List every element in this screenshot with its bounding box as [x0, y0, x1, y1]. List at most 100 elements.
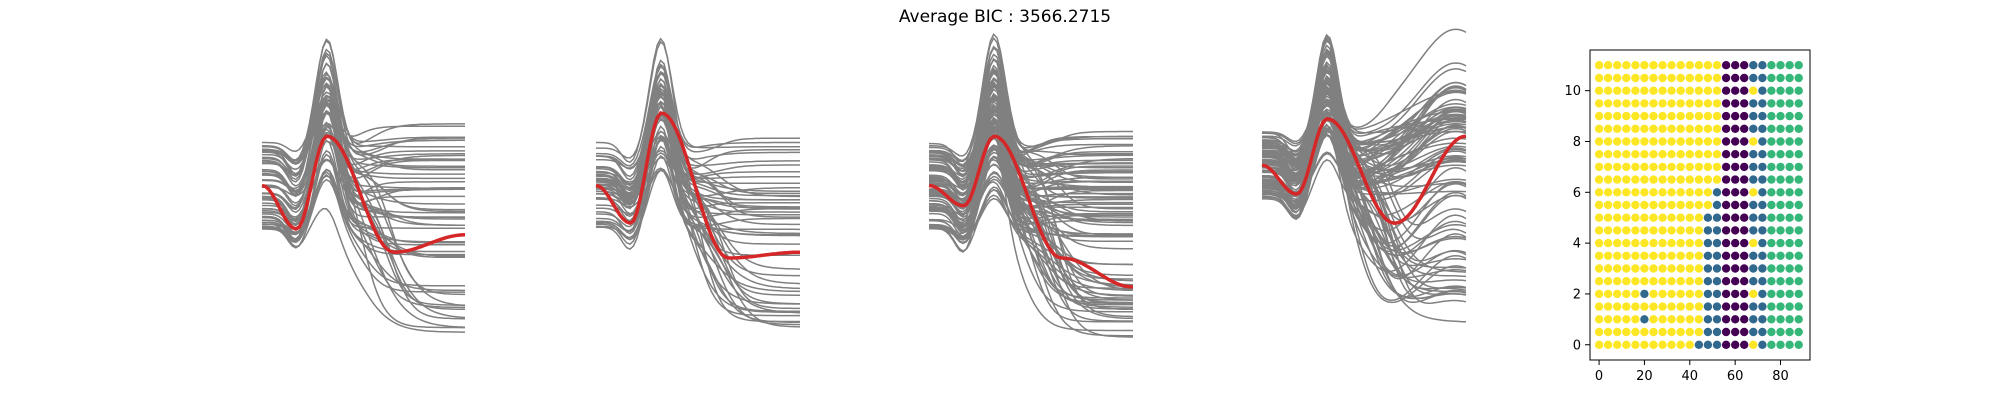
scatter-point [1767, 277, 1776, 286]
scatter-point [1613, 327, 1622, 337]
scatter-point [1767, 73, 1776, 83]
scatter-point [1731, 124, 1740, 133]
scatter-point [1712, 238, 1722, 248]
scatter-point [1740, 213, 1749, 222]
scatter-point [1712, 73, 1722, 83]
scatter-point [1749, 175, 1758, 184]
scatter-point [1676, 226, 1685, 235]
scatter-point [1667, 226, 1676, 235]
scatter-point [1640, 226, 1649, 235]
gray-curve [1262, 28, 1467, 143]
scatter-point [1785, 315, 1794, 324]
scatter-point [1631, 340, 1640, 349]
scatter-point [1667, 188, 1676, 197]
scatter-point [1740, 99, 1749, 108]
scatter-point [1649, 264, 1658, 273]
scatter-point [1712, 213, 1722, 222]
scatter-point [1721, 150, 1731, 159]
figure-title: Average BIC : 3566.2715 [899, 7, 1111, 27]
scatter-point [1685, 175, 1695, 184]
scatter-point [1740, 137, 1749, 146]
scatter-point [1785, 340, 1794, 349]
scatter-point [1703, 111, 1713, 121]
scatter-point [1685, 188, 1695, 197]
scatter-point [1640, 111, 1649, 121]
scatter-point [1631, 200, 1640, 210]
scatter-point [1603, 213, 1613, 222]
scatter-point [1685, 238, 1695, 248]
scatter-point [1776, 302, 1785, 311]
scatter-point [1749, 137, 1758, 146]
scatter-point [1785, 124, 1794, 133]
scatter-point [1740, 200, 1749, 210]
scatter-point [1631, 302, 1640, 311]
scatter-point [1613, 251, 1622, 260]
scatter-point [1658, 137, 1667, 146]
scatter-point [1685, 289, 1695, 299]
scatter-point [1613, 150, 1622, 159]
scatter-point [1740, 238, 1749, 248]
gray-curve [596, 136, 800, 296]
gray-curve [1262, 89, 1467, 183]
scatter-point [1631, 188, 1640, 197]
scatter-point [1658, 327, 1667, 337]
scatter-point [1731, 150, 1740, 159]
scatter-point [1649, 277, 1658, 286]
scatter-point [1676, 188, 1685, 197]
scatter-point [1721, 73, 1731, 83]
scatter-point [1740, 251, 1749, 260]
scatter-point [1694, 124, 1704, 133]
scatter-point [1603, 60, 1613, 70]
scatter-point [1676, 99, 1685, 108]
scatter-point [1776, 86, 1785, 95]
scatter-point [1603, 200, 1613, 210]
gray-curve [929, 188, 1133, 292]
scatter-point [1594, 264, 1604, 273]
scatter-point [1640, 150, 1649, 159]
scatter-point [1703, 150, 1713, 159]
scatter-point [1776, 238, 1785, 248]
scatter-point [1758, 315, 1767, 324]
scatter-point [1603, 111, 1613, 121]
scatter-point [1794, 302, 1803, 311]
scatter-point [1658, 251, 1667, 260]
scatter-point [1649, 200, 1658, 210]
scatter-point [1749, 200, 1758, 210]
scatter-point [1667, 175, 1676, 184]
gray-curve [596, 112, 800, 185]
scatter-point [1649, 111, 1658, 121]
scatter-points [1594, 60, 1803, 349]
scatter-point [1649, 60, 1658, 70]
scatter-point [1694, 111, 1704, 121]
scatter-point [1613, 60, 1622, 70]
scatter-point [1785, 86, 1794, 95]
scatter-point [1603, 124, 1613, 133]
scatter-point [1731, 226, 1740, 235]
scatter-point [1594, 200, 1604, 210]
scatter-point [1667, 99, 1676, 108]
mean-curve [928, 134, 1134, 289]
scatter-point [1758, 162, 1767, 172]
gray-curve [1262, 51, 1467, 253]
scatter-point [1685, 150, 1695, 159]
scatter-point [1767, 124, 1776, 133]
scatter-point [1658, 340, 1667, 349]
scatter-point [1685, 60, 1695, 70]
scatter-point [1767, 200, 1776, 210]
scatter-point [1721, 226, 1731, 235]
scatter-point [1721, 137, 1731, 146]
gray-curve [261, 207, 465, 333]
scatter-point [1694, 73, 1704, 83]
scatter-point [1649, 340, 1658, 349]
scatter-point [1776, 175, 1785, 184]
gray-curve [596, 101, 800, 201]
scatter-point [1613, 289, 1622, 299]
scatter-point [1640, 251, 1649, 260]
scatter-point [1667, 251, 1676, 260]
scatter-point [1749, 238, 1758, 248]
scatter-point [1721, 327, 1731, 337]
scatter-point [1785, 137, 1794, 146]
scatter-point [1731, 213, 1740, 222]
gray-curve [1262, 151, 1467, 278]
scatter-point [1721, 213, 1731, 222]
